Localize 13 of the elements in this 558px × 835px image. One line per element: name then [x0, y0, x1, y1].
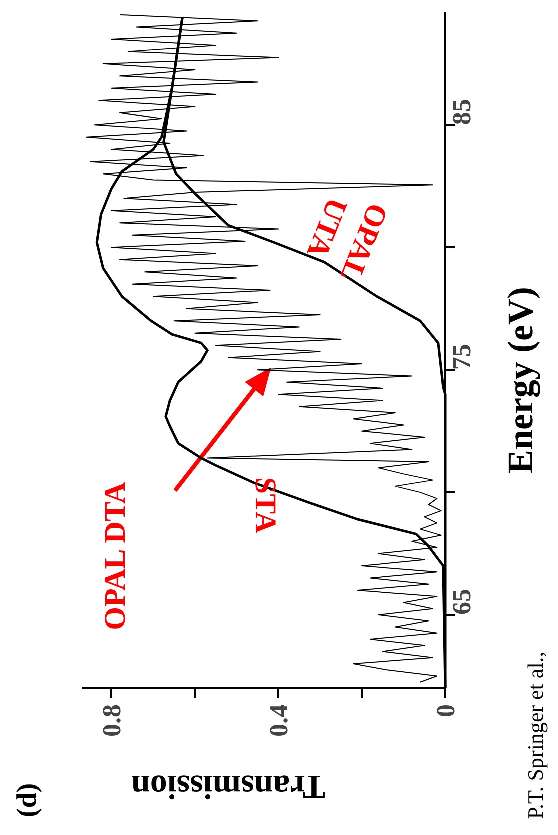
- y-tick-label: 85: [448, 99, 476, 126]
- x-tick-label: 0.8: [98, 704, 127, 737]
- annotation: OPAL UTA: [300, 194, 394, 287]
- text: P.T. Springer et al.,: [523, 652, 548, 820]
- x-tick-label: 0: [432, 704, 460, 718]
- annotation: STA: [249, 477, 282, 534]
- y-axis-title: Energy (eV): [500, 287, 540, 474]
- x-tick-label: 0.4: [264, 704, 294, 737]
- x-axis-title: Transmission: [131, 768, 326, 805]
- y-tick-label: 75: [448, 344, 476, 370]
- annotation: OPAL DTA: [99, 482, 132, 630]
- y-tick-label: 65: [448, 589, 476, 616]
- text: (d): [12, 783, 43, 818]
